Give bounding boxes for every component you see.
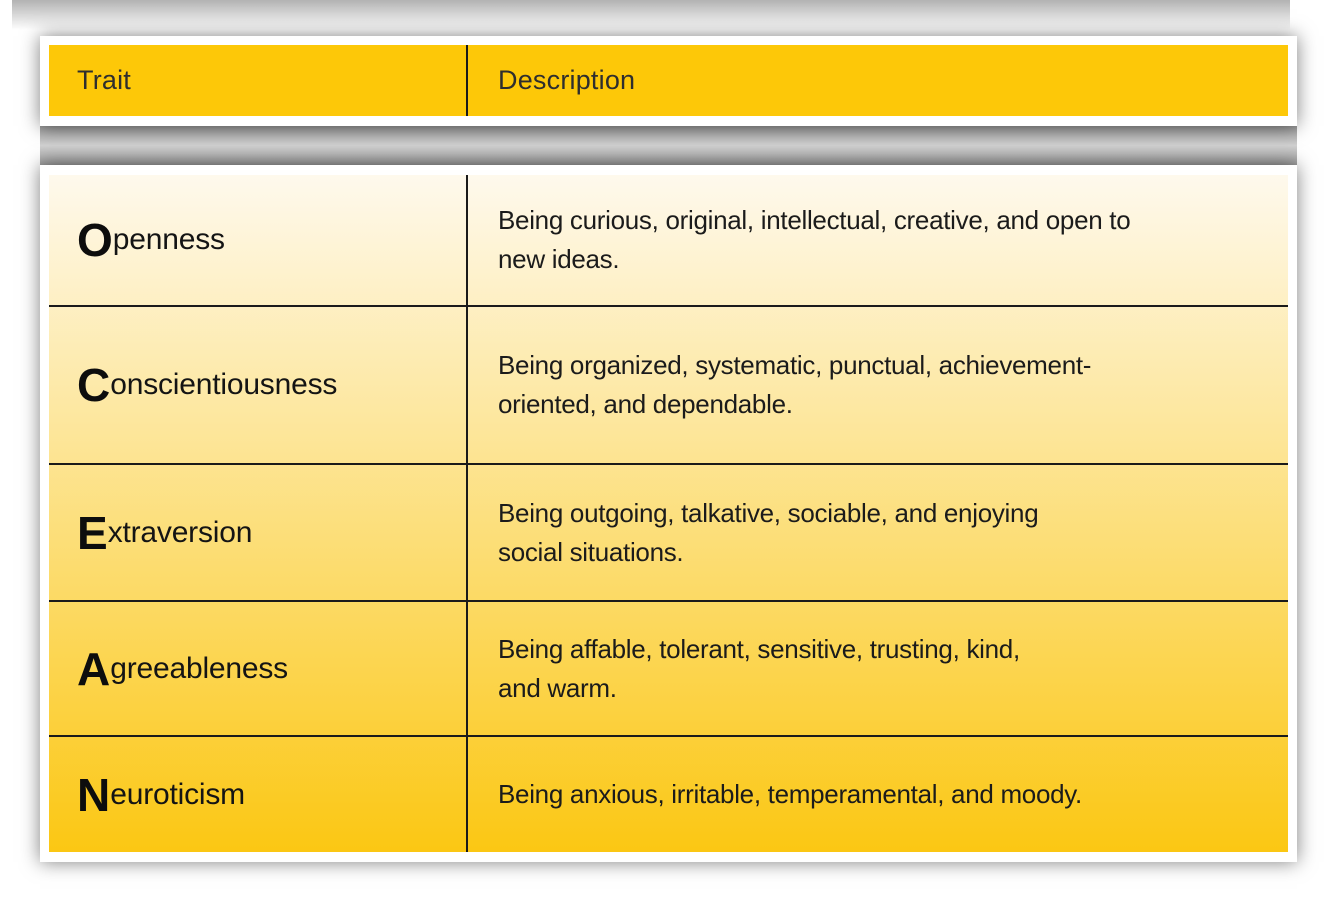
trait-description-cell: Being anxious, irritable, temperamental,… [468,737,1288,852]
description-line-1: Being curious, original, intellectual, c… [498,205,1131,235]
panel-gap-shadow [40,126,1297,165]
description-line-1: Being affable, tolerant, sensitive, trus… [498,633,1020,664]
trait-initial-letter: A [77,642,111,695]
description-line-2: social situations. [498,536,684,567]
description-line-2: and warm. [498,672,617,703]
trait-description-cell: Being affable, tolerant, sensitive, trus… [468,602,1288,735]
description-column-header: Description [498,65,636,95]
trait-name-rest: euroticism [110,777,245,811]
description-line-1: Being anxious, irritable, temperamental,… [498,779,1082,809]
trait-initial-letter: N [77,768,111,821]
description-line-2: oriented, and dependable. [498,389,793,419]
trait-description-cell: Being organized, systematic, punctual, a… [468,307,1288,463]
trait-header-cell: Trait [49,45,466,116]
table-header-panel: Trait Description [40,36,1297,126]
trait-column-header: Trait [77,65,131,95]
trait-initial-letter: O [77,214,113,266]
trait-name-rest: xtraversion [107,515,253,549]
description-line-1: Being organized, systematic, punctual, a… [498,350,1092,380]
description-line-2: new ideas. [498,244,620,274]
trait-name-rest: greeableness [110,651,288,685]
column-divider [466,175,468,852]
trait-name-rest: onscientiousness [110,368,338,401]
trait-description-cell: Being curious, original, intellectual, c… [468,175,1288,305]
trait-initial-letter: E [77,506,108,559]
trait-name-rest: penness [112,223,225,256]
table-header-row: Trait Description [49,45,1288,116]
page-top-shadow [12,0,1290,30]
column-divider [466,45,468,116]
description-line-1: Being outgoing, talkative, sociable, and… [498,497,1039,528]
trait-description-cell: Being outgoing, talkative, sociable, and… [468,465,1288,600]
description-header-cell: Description [468,45,1288,116]
trait-initial-letter: C [77,359,111,411]
